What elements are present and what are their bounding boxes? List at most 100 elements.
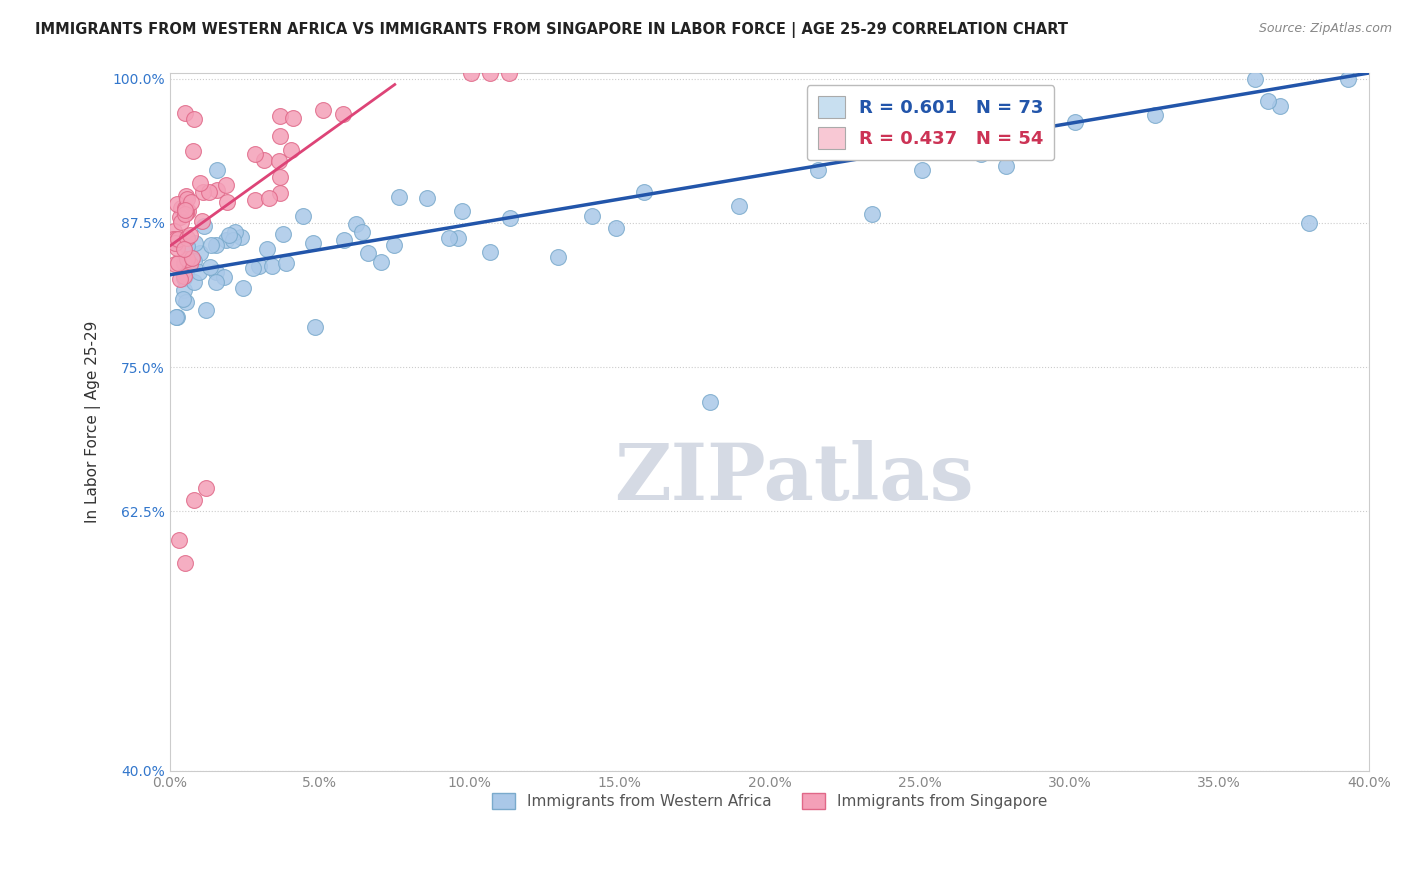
Point — [231, 230, 253, 244]
Point — [173, 256, 195, 270]
Point — [188, 264, 211, 278]
Point — [194, 302, 217, 317]
Point — [167, 533, 190, 547]
Point — [276, 256, 298, 270]
Point — [256, 243, 278, 257]
Point — [344, 217, 367, 231]
Point — [269, 128, 291, 143]
Point — [183, 112, 205, 127]
Point — [217, 194, 239, 209]
Point — [633, 185, 655, 199]
Text: IMMIGRANTS FROM WESTERN AFRICA VS IMMIGRANTS FROM SINGAPORE IN LABOR FORCE | AGE: IMMIGRANTS FROM WESTERN AFRICA VS IMMIGR… — [35, 22, 1069, 38]
Point — [176, 239, 198, 253]
Point — [174, 267, 197, 281]
Point — [1031, 106, 1053, 120]
Point — [176, 202, 198, 216]
Text: Source: ZipAtlas.com: Source: ZipAtlas.com — [1258, 22, 1392, 36]
Point — [292, 209, 315, 223]
Point — [162, 232, 184, 246]
Point — [194, 481, 217, 495]
Point — [242, 261, 264, 276]
Point — [1244, 71, 1267, 86]
Point — [218, 227, 240, 242]
Point — [498, 66, 520, 80]
Point — [176, 252, 198, 266]
Point — [350, 225, 373, 239]
Point — [173, 268, 195, 283]
Point — [605, 221, 627, 235]
Point — [894, 130, 917, 145]
Point — [860, 207, 883, 221]
Text: ZIPatlas: ZIPatlas — [613, 440, 973, 516]
Point — [415, 191, 437, 205]
Point — [370, 254, 392, 268]
Point — [281, 111, 304, 125]
Point — [179, 257, 201, 271]
Point — [269, 169, 291, 184]
Point — [173, 207, 195, 221]
Point — [214, 233, 236, 247]
Point — [165, 232, 187, 246]
Point — [176, 192, 198, 206]
Point — [176, 231, 198, 245]
Point — [994, 160, 1017, 174]
Point — [1257, 94, 1279, 108]
Point — [180, 195, 202, 210]
Point — [169, 201, 191, 215]
Point — [873, 106, 896, 120]
Point — [941, 126, 963, 140]
Point — [165, 310, 187, 324]
Point — [581, 209, 603, 223]
Point — [439, 231, 461, 245]
Legend: Immigrants from Western Africa, Immigrants from Singapore: Immigrants from Western Africa, Immigran… — [485, 787, 1053, 815]
Point — [807, 162, 830, 177]
Point — [166, 197, 188, 211]
Point — [332, 107, 354, 121]
Point — [460, 66, 482, 80]
Point — [1268, 99, 1291, 113]
Point — [183, 275, 205, 289]
Point — [173, 202, 195, 217]
Point — [181, 144, 204, 158]
Point — [451, 203, 474, 218]
Point — [205, 265, 228, 279]
Point — [183, 492, 205, 507]
Point — [163, 233, 186, 247]
Point — [166, 310, 188, 324]
Point — [177, 256, 200, 270]
Point — [304, 319, 326, 334]
Point — [169, 272, 191, 286]
Point — [179, 228, 201, 243]
Point — [1144, 108, 1167, 122]
Point — [205, 183, 228, 197]
Point — [173, 556, 195, 570]
Point — [205, 162, 228, 177]
Point — [269, 109, 291, 123]
Point — [969, 147, 991, 161]
Point — [188, 176, 211, 190]
Point — [357, 245, 380, 260]
Point — [188, 246, 211, 260]
Point — [163, 224, 186, 238]
Point — [302, 236, 325, 251]
Point — [166, 241, 188, 255]
Point — [547, 251, 569, 265]
Point — [479, 244, 502, 259]
Point — [271, 227, 294, 242]
Y-axis label: In Labor Force | Age 25-29: In Labor Force | Age 25-29 — [86, 320, 101, 523]
Point — [173, 271, 195, 285]
Point — [204, 276, 226, 290]
Point — [252, 153, 274, 168]
Point — [174, 201, 197, 215]
Point — [447, 231, 470, 245]
Point — [166, 255, 188, 269]
Point — [911, 162, 934, 177]
Point — [388, 189, 411, 203]
Point — [191, 214, 214, 228]
Point — [165, 236, 187, 251]
Point — [198, 186, 221, 200]
Point — [173, 106, 195, 120]
Point — [249, 259, 271, 273]
Point — [1063, 114, 1085, 128]
Point — [382, 238, 405, 252]
